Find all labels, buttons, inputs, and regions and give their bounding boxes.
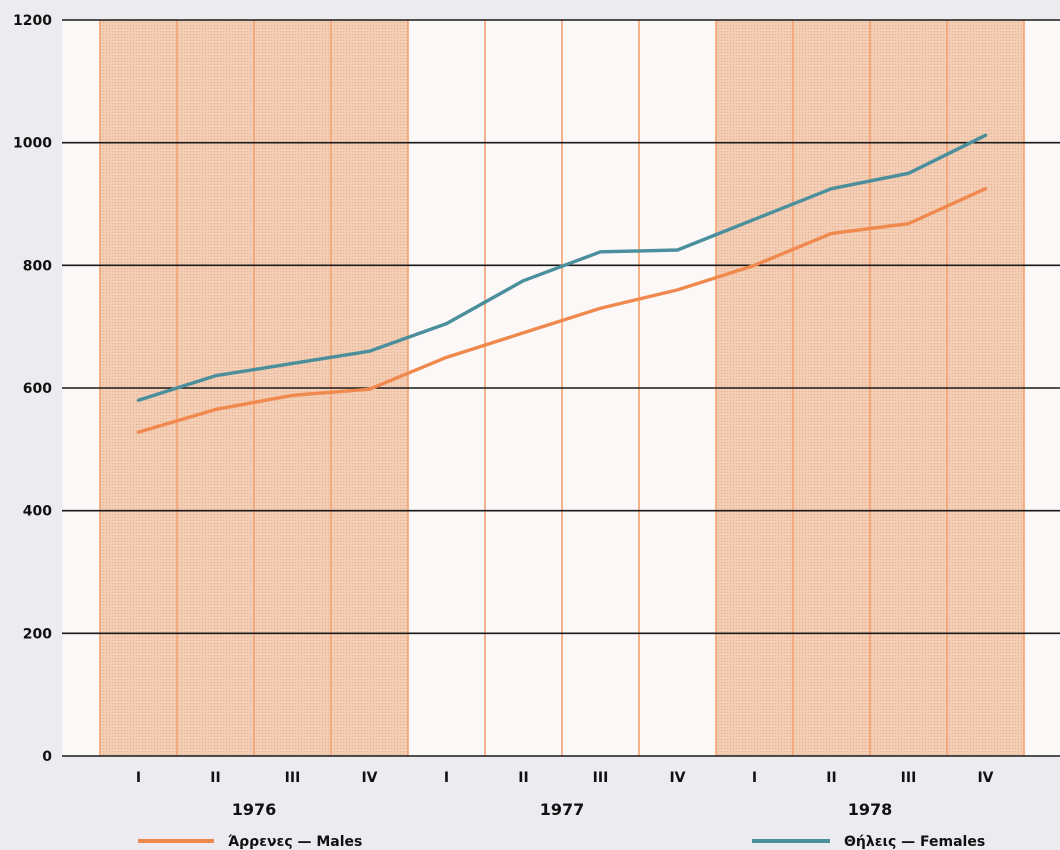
y-tick-label: 200 [23, 626, 52, 642]
year-label-1977: 1977 [540, 800, 585, 819]
y-tick-label: 1200 [13, 13, 52, 29]
x-tick-label: I [444, 770, 449, 786]
y-tick-label: 600 [23, 381, 52, 397]
y-tick-label: 800 [23, 258, 52, 274]
x-tick-label: II [210, 770, 220, 786]
x-tick-label: II [826, 770, 836, 786]
x-tick-label: II [518, 770, 528, 786]
year-label-1978: 1978 [848, 800, 893, 819]
x-tick-label: III [901, 770, 917, 786]
legend-label-females: Θήλεις — Females [844, 834, 985, 850]
series-lines [136, 133, 988, 434]
legend: Άρρενες — Males Θήλεις — Females [138, 834, 985, 850]
y-tick-label: 400 [23, 504, 52, 520]
quarter-labels: I II III IV I II III IV I II III IV [136, 770, 994, 786]
x-tick-label: IV [669, 770, 685, 786]
x-tick-label: IV [977, 770, 993, 786]
series-line-females [136, 133, 988, 402]
year-labels: 1976 1977 1978 [232, 800, 893, 819]
y-axis-labels: 0 200 400 600 800 1000 1200 [13, 13, 52, 765]
y-tick-label: 1000 [13, 136, 52, 152]
x-tick-label: I [136, 770, 141, 786]
x-tick-label: III [285, 770, 301, 786]
year-label-1976: 1976 [232, 800, 277, 819]
x-tick-label: IV [361, 770, 377, 786]
legend-label-males: Άρρενες — Males [228, 834, 362, 850]
y-tick-label: 0 [42, 749, 52, 765]
x-tick-label: III [593, 770, 609, 786]
x-tick-label: I [752, 770, 757, 786]
series-line-males [136, 186, 988, 434]
